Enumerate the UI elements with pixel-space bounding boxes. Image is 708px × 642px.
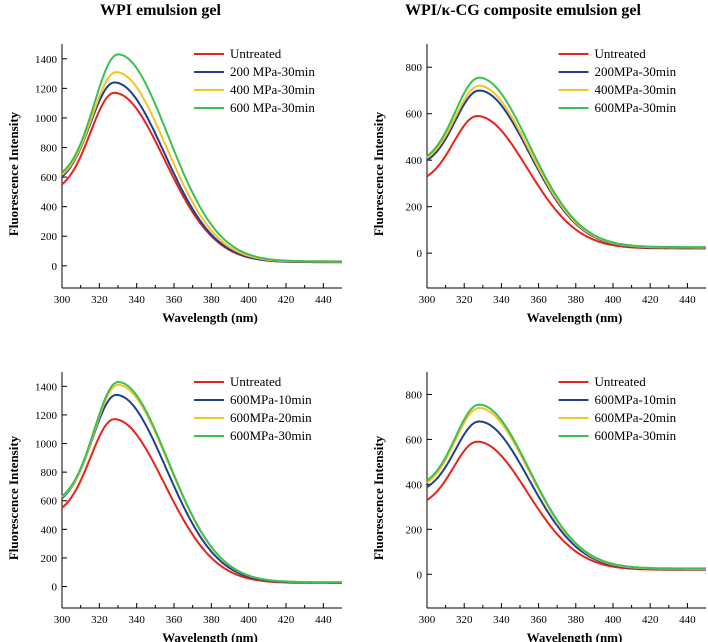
- x-tick-label: 340: [128, 294, 145, 306]
- y-tick-label: 800: [406, 389, 423, 401]
- x-tick-label: 440: [315, 294, 332, 306]
- x-tick-label: 400: [605, 294, 622, 306]
- y-tick-label: 200: [41, 553, 58, 565]
- series-line-3: [426, 76, 706, 249]
- y-tick-label: 400: [406, 155, 423, 167]
- y-axis-label: Fluorescence Intensity: [6, 111, 21, 236]
- series-line-0: [61, 91, 342, 264]
- series-line-3: [61, 380, 342, 584]
- x-tick-label: 320: [456, 614, 473, 626]
- y-tick-label: 1000: [35, 113, 58, 125]
- x-tick-label: 380: [203, 614, 220, 626]
- y-axis-label: Fluorescence Intensity: [371, 435, 386, 560]
- x-tick-label: 380: [203, 294, 220, 306]
- legend-label: 200 MPa-30min: [230, 64, 315, 79]
- x-tick-label: 420: [642, 294, 659, 306]
- series-line-0: [61, 418, 342, 584]
- x-tick-label: 440: [315, 614, 332, 626]
- legend-label: Untreated: [595, 46, 647, 61]
- x-tick-label: 420: [278, 614, 295, 626]
- x-tick-label: 400: [240, 614, 257, 626]
- x-tick-label: 340: [493, 614, 510, 626]
- x-tick-label: 300: [419, 294, 436, 306]
- y-tick-label: 1200: [35, 410, 58, 422]
- y-tick-label: 400: [41, 524, 58, 536]
- x-tick-label: 440: [679, 614, 696, 626]
- legend-label: 600MPa-10min: [595, 392, 677, 407]
- y-tick-label: 1200: [35, 83, 58, 95]
- x-tick-label: 400: [240, 294, 257, 306]
- x-tick-label: 440: [679, 294, 696, 306]
- x-tick-label: 300: [419, 614, 436, 626]
- y-tick-label: 200: [406, 524, 423, 536]
- legend-label: 400 MPa-30min: [230, 82, 315, 97]
- x-tick-label: 340: [493, 294, 510, 306]
- chart-top-left: 300 320 340 360 380 400 420 440 0 200 400 600 800 100…: [6, 44, 342, 325]
- x-tick-label: 400: [605, 614, 622, 626]
- y-tick-label: 600: [406, 109, 423, 121]
- legend-label: Untreated: [230, 46, 282, 61]
- x-tick-label: 360: [166, 614, 183, 626]
- y-axis-label: Fluorescence Intensity: [6, 435, 21, 560]
- x-tick-label: 320: [91, 294, 108, 306]
- legend-label: Untreated: [230, 374, 282, 389]
- x-axis-label: Wavelength (nm): [527, 310, 623, 325]
- x-tick-label: 420: [642, 614, 659, 626]
- legend-label: 600MPa-30min: [230, 428, 312, 443]
- y-tick-label: 600: [41, 172, 58, 184]
- x-tick-label: 420: [278, 294, 295, 306]
- x-tick-label: 320: [91, 614, 108, 626]
- legend-label: 200MPa-30min: [595, 64, 677, 79]
- chart-top-right: 300 320 340 360 380 400 420 440 0 200 400 600 800 Wav…: [371, 44, 706, 325]
- series-line-1: [426, 420, 706, 571]
- y-tick-label: 400: [41, 202, 58, 214]
- y-tick-label: 600: [41, 496, 58, 508]
- y-tick-label: 0: [52, 582, 58, 594]
- y-tick-label: 800: [41, 467, 58, 479]
- x-tick-label: 360: [530, 614, 547, 626]
- legend-label: 600MPa-10min: [230, 392, 312, 407]
- x-axis-label: Wavelength (nm): [527, 630, 623, 642]
- y-axis-label: Fluorescence Intensity: [371, 111, 386, 236]
- y-tick-label: 800: [406, 62, 423, 74]
- series-line-0: [426, 440, 706, 571]
- x-tick-label: 340: [128, 614, 145, 626]
- legend-label: Untreated: [595, 374, 647, 389]
- legend-label: 600MPa-20min: [230, 410, 312, 425]
- y-tick-label: 1400: [35, 381, 58, 393]
- y-tick-label: 1400: [35, 54, 58, 66]
- y-tick-label: 0: [417, 569, 423, 581]
- x-tick-label: 360: [166, 294, 183, 306]
- y-tick-label: 0: [52, 261, 58, 273]
- y-tick-label: 200: [41, 231, 58, 243]
- series-line-3: [426, 403, 706, 570]
- chart-bottom-left: 300 320 340 360 380 400 420 440 0 200 400 600 800 100…: [6, 372, 342, 642]
- legend-label: 600 MPa-30min: [230, 100, 315, 115]
- legend-label: 600MPa-30min: [595, 100, 677, 115]
- x-tick-label: 320: [456, 294, 473, 306]
- x-tick-label: 300: [54, 614, 71, 626]
- y-tick-label: 400: [406, 479, 423, 491]
- x-tick-label: 360: [530, 294, 547, 306]
- x-axis-label: Wavelength (nm): [162, 630, 258, 642]
- legend-label: 600MPa-20min: [595, 410, 677, 425]
- x-tick-label: 380: [568, 294, 585, 306]
- y-tick-label: 1000: [35, 439, 58, 451]
- y-tick-label: 0: [417, 248, 423, 260]
- chart-title-left: WPI emulsion gel: [100, 2, 221, 19]
- chart-title-right: WPI/κ-CG composite emulsion gel: [405, 2, 641, 19]
- series-line-3: [61, 53, 342, 263]
- series-line-0: [426, 114, 706, 250]
- chart-bottom-right: 300 320 340 360 380 400 420 440 0 200 400 600 800 Wav…: [371, 372, 706, 642]
- y-tick-label: 200: [406, 202, 423, 214]
- y-tick-label: 600: [406, 434, 423, 446]
- x-tick-label: 300: [54, 294, 71, 306]
- legend-label: 400MPa-30min: [595, 82, 677, 97]
- x-tick-label: 380: [568, 614, 585, 626]
- x-axis-label: Wavelength (nm): [162, 310, 258, 325]
- y-tick-label: 800: [41, 143, 58, 155]
- legend-label: 600MPa-30min: [595, 428, 677, 443]
